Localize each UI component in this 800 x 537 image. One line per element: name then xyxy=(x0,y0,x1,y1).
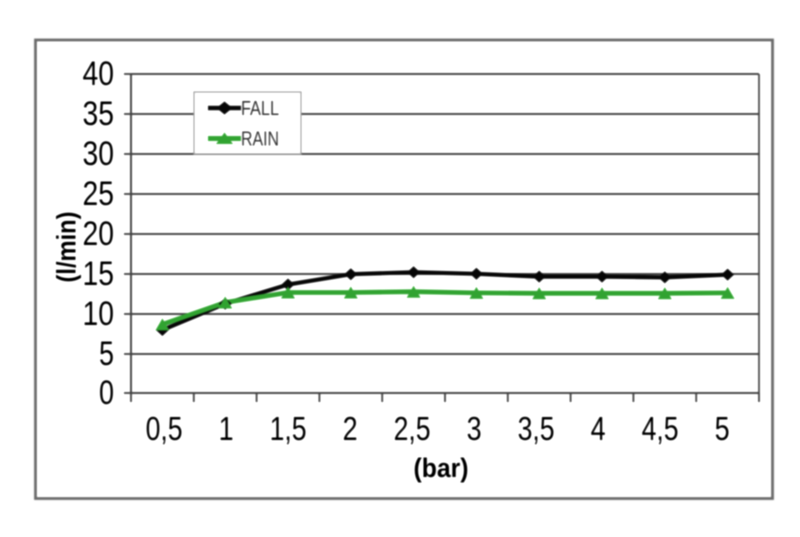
svg-text:1,5: 1,5 xyxy=(270,410,307,447)
svg-text:4: 4 xyxy=(591,410,606,447)
svg-text:(bar): (bar) xyxy=(414,453,469,483)
svg-text:5: 5 xyxy=(99,335,114,373)
svg-text:5: 5 xyxy=(715,410,730,447)
svg-text:1: 1 xyxy=(219,410,234,447)
svg-text:(l/min): (l/min) xyxy=(52,212,82,283)
svg-text:10: 10 xyxy=(83,295,115,333)
svg-text:2,5: 2,5 xyxy=(394,410,431,447)
svg-text:15: 15 xyxy=(83,255,115,293)
svg-text:RAIN: RAIN xyxy=(241,129,279,151)
svg-text:30: 30 xyxy=(83,135,115,173)
svg-text:FALL: FALL xyxy=(241,98,279,120)
svg-text:3,5: 3,5 xyxy=(518,410,555,447)
svg-text:35: 35 xyxy=(83,95,115,133)
svg-text:3: 3 xyxy=(467,410,482,447)
svg-text:2: 2 xyxy=(343,410,358,447)
svg-text:20: 20 xyxy=(83,215,115,253)
svg-text:4,5: 4,5 xyxy=(642,410,679,447)
svg-text:40: 40 xyxy=(83,55,115,93)
svg-text:0,5: 0,5 xyxy=(146,410,183,447)
svg-text:25: 25 xyxy=(83,175,115,213)
svg-text:0: 0 xyxy=(99,374,114,412)
